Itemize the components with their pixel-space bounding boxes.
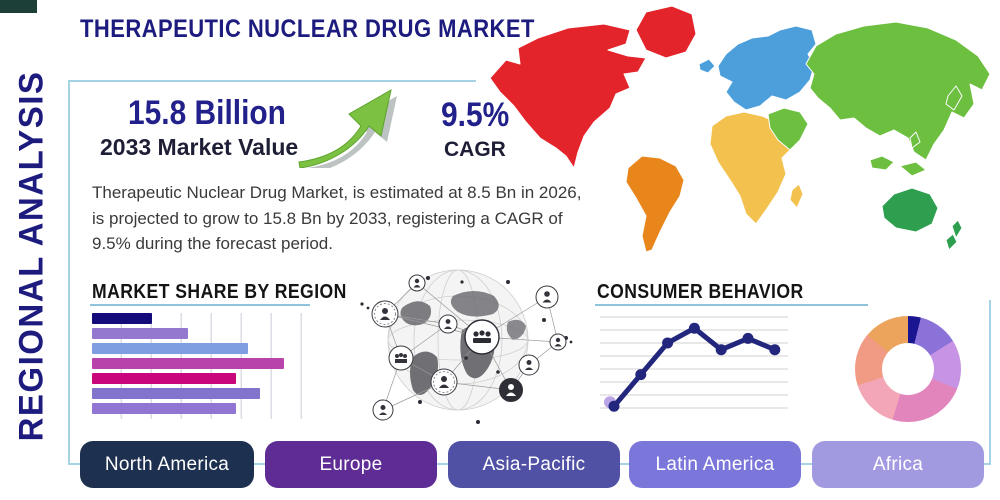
market-share-heading-text: MARKET SHARE BY REGION bbox=[92, 281, 347, 303]
consumer-behavior-underline bbox=[595, 304, 868, 306]
line-chart-point-5 bbox=[742, 332, 754, 344]
cagr-caption: CAGR bbox=[444, 138, 506, 161]
frame-line-left bbox=[68, 80, 70, 465]
consumer-behavior-heading-text: CONSUMER BEHAVIOR bbox=[597, 281, 804, 303]
market-share-bar-chart bbox=[92, 313, 304, 419]
market-share-bar-4 bbox=[92, 373, 236, 384]
page-title: THERAPEUTIC NUCLEAR DRUG MARKET bbox=[80, 15, 597, 44]
map-region-australia bbox=[881, 187, 939, 233]
donut-chart bbox=[855, 316, 961, 422]
map-region-africa bbox=[709, 111, 799, 225]
market-value-caption: 2033 Market Value bbox=[100, 134, 299, 160]
line-chart-point-1 bbox=[635, 369, 647, 381]
line-chart-point-0 bbox=[608, 400, 620, 412]
market-share-bar-3 bbox=[92, 358, 284, 369]
map-region-europe bbox=[717, 25, 817, 111]
world-map bbox=[489, 5, 991, 253]
map-region-new-zealand bbox=[945, 219, 963, 251]
market-share-bar-5 bbox=[92, 388, 260, 399]
cagr-stat: 9.5% bbox=[441, 96, 519, 135]
map-region-iceland bbox=[698, 58, 716, 74]
region-button-asia-pacific[interactable]: Asia-Pacific bbox=[448, 441, 620, 488]
map-region-madagascar bbox=[789, 183, 804, 209]
market-share-underline bbox=[90, 304, 310, 306]
market-share-bar-1 bbox=[92, 328, 188, 339]
line-chart-point-2 bbox=[662, 337, 674, 349]
frame-line-right bbox=[989, 300, 991, 465]
globe-network-illustration bbox=[360, 269, 573, 424]
region-button-latin-america[interactable]: Latin America bbox=[629, 441, 801, 488]
side-vertical-label: REGIONAL ANALYSIS bbox=[11, 70, 50, 442]
map-region-south-america bbox=[625, 155, 685, 253]
region-button-north-america[interactable]: North America bbox=[80, 441, 254, 488]
line-chart-point-3 bbox=[688, 322, 700, 334]
market-share-heading: MARKET SHARE BY REGION bbox=[92, 281, 382, 304]
map-region-greenland bbox=[635, 5, 697, 59]
cagr-value-text: 9.5% bbox=[441, 96, 510, 134]
market-share-bar-2 bbox=[92, 343, 248, 354]
line-chart-point-6 bbox=[769, 344, 781, 356]
market-value-text: 15.8 Billion bbox=[128, 94, 286, 132]
corner-decoration bbox=[0, 0, 37, 13]
map-region-asia bbox=[805, 21, 991, 161]
consumer-behavior-line-chart bbox=[600, 316, 788, 412]
map-region-se-asia-islands bbox=[869, 85, 963, 177]
market-share-bar-0 bbox=[92, 313, 152, 324]
page-title-text: THERAPEUTIC NUCLEAR DRUG MARKET bbox=[80, 15, 535, 43]
market-description: Therapeutic Nuclear Drug Market, is esti… bbox=[92, 183, 582, 253]
map-region-north-america bbox=[489, 23, 647, 169]
market-share-bar-6 bbox=[92, 403, 236, 414]
frame-line-top bbox=[68, 80, 476, 82]
line-chart-point-4 bbox=[715, 344, 727, 356]
region-button-africa[interactable]: Africa bbox=[812, 441, 984, 488]
market-value-stat: 15.8 Billion bbox=[128, 94, 308, 133]
donut-hole bbox=[882, 343, 934, 395]
region-button-europe[interactable]: Europe bbox=[265, 441, 437, 488]
map-region-middle-east bbox=[767, 107, 809, 151]
consumer-behavior-heading: CONSUMER BEHAVIOR bbox=[597, 281, 832, 304]
network-person-nodes bbox=[371, 274, 567, 421]
growth-arrow-icon bbox=[298, 89, 397, 168]
